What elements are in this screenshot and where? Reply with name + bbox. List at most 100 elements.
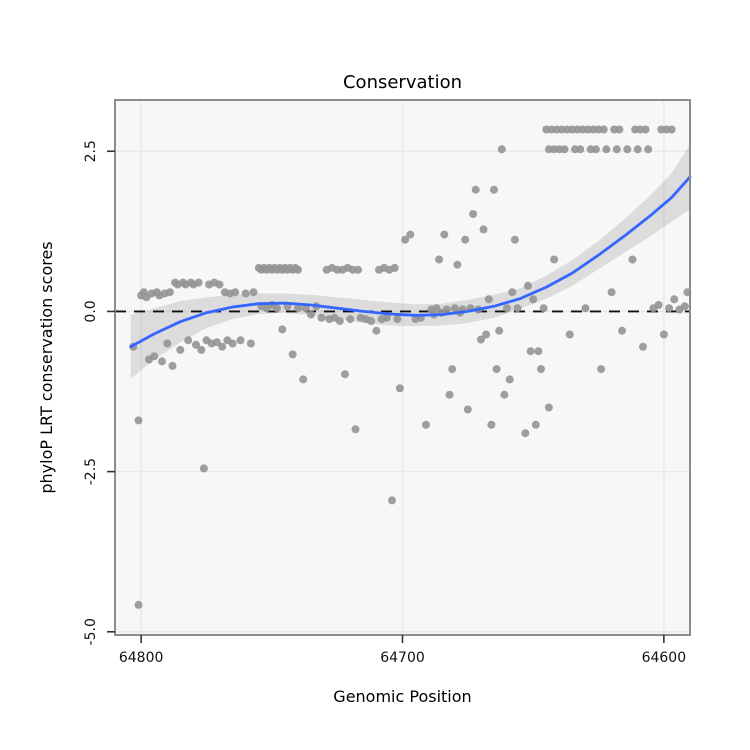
data-point — [249, 288, 258, 297]
data-point — [544, 403, 553, 412]
data-point — [388, 496, 396, 505]
data-point — [432, 304, 441, 313]
data-point — [351, 425, 360, 434]
data-point — [301, 304, 310, 313]
data-point — [597, 365, 606, 374]
confidence-ribbon — [130, 144, 690, 379]
data-point — [294, 304, 302, 313]
data-point — [341, 370, 349, 379]
data-point — [184, 336, 193, 345]
data-point — [482, 330, 491, 339]
data-point — [670, 295, 679, 304]
data-point — [639, 342, 647, 351]
data-point — [448, 365, 457, 374]
data-point — [565, 330, 574, 339]
data-point — [633, 145, 642, 154]
data-point — [490, 185, 498, 194]
data-point — [134, 600, 143, 609]
data-point — [215, 280, 224, 289]
data-point — [367, 317, 376, 325]
data-point — [581, 304, 590, 313]
y-tick-label: 0.0 — [83, 300, 99, 322]
data-point — [667, 125, 676, 134]
data-point — [406, 230, 415, 239]
data-point — [435, 255, 444, 264]
data-point — [158, 357, 166, 366]
data-point — [335, 317, 344, 325]
data-point — [288, 350, 297, 359]
data-point — [539, 304, 548, 313]
data-point — [623, 145, 632, 154]
x-axis: 64800 64700 64600 — [119, 635, 686, 666]
data-point — [422, 420, 430, 429]
data-point — [529, 295, 538, 304]
data-point — [395, 384, 404, 393]
data-point — [659, 330, 668, 339]
data-point — [168, 361, 177, 370]
data-point — [492, 365, 501, 374]
data-point — [531, 420, 540, 429]
data-point — [197, 345, 206, 354]
data-point — [299, 375, 308, 384]
data-point — [236, 336, 245, 345]
data-point — [393, 315, 402, 324]
data-point — [654, 301, 663, 309]
data-point — [450, 304, 459, 313]
data-point — [550, 255, 559, 264]
data-point — [471, 185, 480, 194]
data-point — [199, 464, 208, 473]
data-point — [484, 295, 493, 304]
data-point — [469, 210, 478, 218]
data-point — [453, 260, 462, 269]
data-point — [680, 302, 689, 311]
data-point — [665, 304, 674, 313]
data-point — [273, 304, 281, 313]
data-point — [591, 145, 600, 154]
data-point — [354, 265, 363, 274]
data-point — [150, 352, 159, 361]
data-point — [599, 125, 608, 134]
data-point — [163, 339, 172, 348]
data-point — [241, 289, 250, 298]
data-point — [165, 288, 174, 297]
data-point — [476, 335, 485, 344]
data-point — [382, 313, 391, 322]
data-point — [218, 342, 227, 351]
y-axis-title: phyloP LRT conservation scores — [37, 241, 56, 493]
data-point — [534, 347, 543, 356]
x-axis-title: Genomic Position — [333, 687, 471, 706]
data-point — [317, 313, 326, 322]
data-point — [510, 235, 519, 244]
chart-title: Conservation — [343, 72, 462, 93]
data-point — [576, 145, 585, 154]
data-point — [479, 225, 488, 234]
data-point — [495, 326, 504, 335]
data-point — [401, 235, 410, 244]
data-point — [176, 345, 185, 354]
data-point — [390, 263, 399, 272]
x-tick-label: 64700 — [380, 650, 425, 666]
data-point — [212, 338, 221, 347]
data-point — [513, 304, 522, 313]
data-point — [560, 145, 569, 154]
data-point — [440, 230, 449, 239]
data-point — [612, 145, 621, 154]
data-point — [607, 288, 616, 297]
data-point — [526, 347, 535, 356]
data-point — [445, 390, 454, 399]
data-point — [134, 416, 143, 425]
data-point — [231, 288, 240, 297]
data-point — [461, 235, 470, 244]
data-point — [602, 145, 611, 154]
data-point — [615, 125, 624, 134]
data-point — [278, 325, 287, 334]
data-point — [618, 326, 626, 335]
data-point — [508, 288, 517, 297]
data-point — [294, 265, 302, 274]
data-point — [524, 281, 532, 290]
x-tick-label: 64600 — [642, 650, 687, 666]
y-tick-label: -5.0 — [83, 618, 99, 645]
y-tick-label: -2.5 — [83, 458, 99, 485]
